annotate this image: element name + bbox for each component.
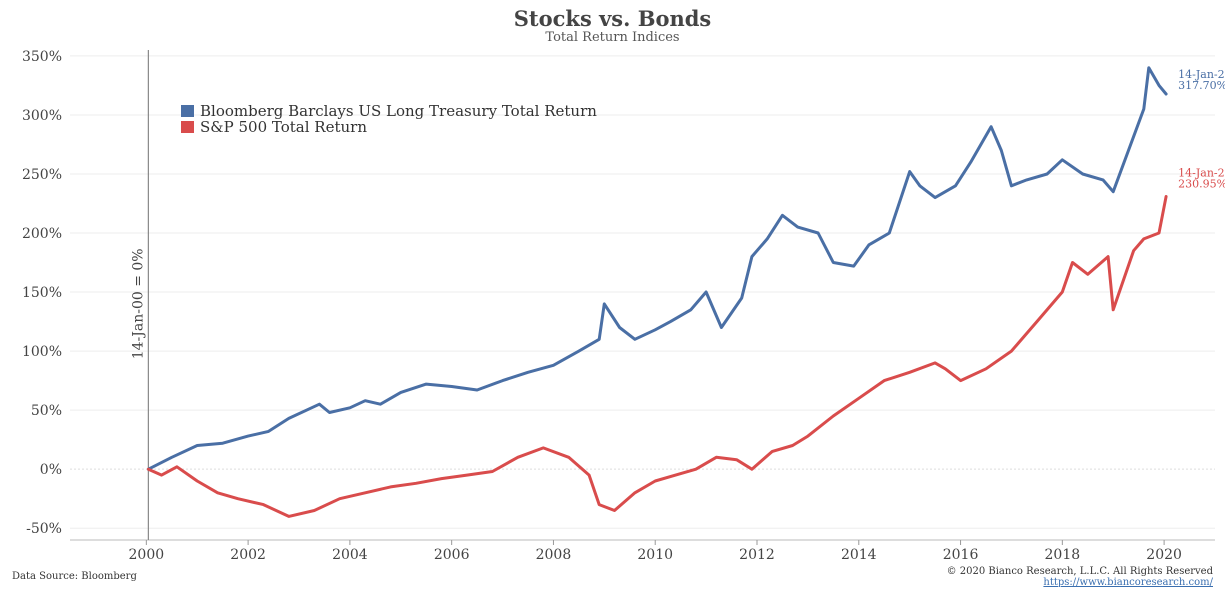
- x-tick-label: 2018: [1045, 547, 1081, 563]
- end-date-label: 14-Jan-20: [1178, 68, 1225, 81]
- legend-label: S&P 500 Total Return: [200, 118, 367, 136]
- x-tick-label: 2012: [739, 547, 775, 563]
- y-tick-label: 150%: [22, 285, 62, 301]
- y-tick-label: 300%: [22, 108, 62, 124]
- reference-line-label: 14-Jan-00 = 0%: [130, 248, 146, 359]
- x-tick-label: 2004: [332, 547, 368, 563]
- y-tick-label: 250%: [22, 167, 62, 183]
- x-tick-label: 2010: [637, 547, 673, 563]
- x-tick-label: 2000: [129, 547, 165, 563]
- legend-swatch: [181, 105, 194, 117]
- y-tick-label: 350%: [22, 49, 62, 65]
- data-source-note: Data Source: Bloomberg: [12, 571, 137, 582]
- y-tick-label: 200%: [22, 226, 62, 242]
- website-link[interactable]: https://www.biancoresearch.com/: [1043, 577, 1213, 588]
- stocks-series-line: [146, 195, 1168, 518]
- legend-swatch: [181, 121, 194, 133]
- x-tick-label: 2014: [841, 547, 877, 563]
- bonds-series-line: [146, 66, 1168, 471]
- x-tick-label: 2006: [434, 547, 470, 563]
- chart-title: Stocks vs. Bonds: [513, 6, 712, 31]
- copyright-block: © 2020 Bianco Research, L.L.C. All Right…: [947, 566, 1213, 588]
- end-value-label: 230.95%: [1178, 177, 1225, 190]
- legend-label: Bloomberg Barclays US Long Treasury Tota…: [200, 102, 597, 120]
- x-tick-label: 2008: [536, 547, 572, 563]
- y-tick-label: 0%: [40, 462, 62, 478]
- chart-subtitle: Total Return Indices: [545, 30, 680, 45]
- y-tick-label: -50%: [26, 521, 62, 537]
- end-date-label: 14-Jan-20: [1178, 166, 1225, 179]
- y-tick-label: 100%: [22, 344, 62, 360]
- end-value-label: 317.70%: [1178, 79, 1225, 92]
- x-tick-label: 2002: [230, 547, 266, 563]
- y-tick-label: 50%: [31, 403, 62, 419]
- copyright-text: © 2020 Bianco Research, L.L.C. All Right…: [946, 566, 1213, 577]
- x-tick-label: 2020: [1146, 547, 1182, 563]
- x-tick-label: 2016: [943, 547, 979, 563]
